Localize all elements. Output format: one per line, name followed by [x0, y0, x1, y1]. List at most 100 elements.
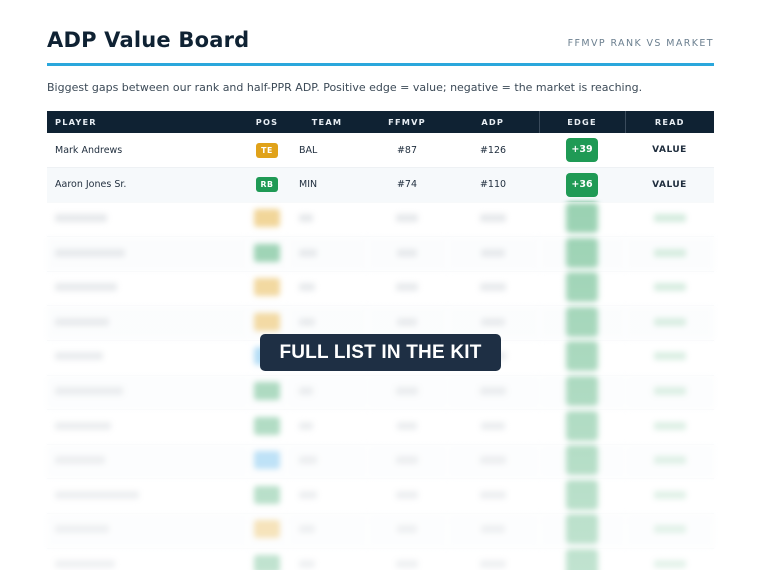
blurred-ffmvp [367, 236, 447, 272]
board-description: Biggest gaps between our rank and half-P… [47, 81, 643, 94]
blurred-player [47, 478, 247, 515]
column-header-read: READ [625, 111, 714, 133]
blurred-ffmvp [367, 271, 447, 307]
blurred-edge [539, 478, 625, 515]
read-label: VALUE [625, 167, 714, 203]
blurred-row [47, 548, 714, 570]
blurred-team [287, 513, 367, 549]
blurred-row [47, 271, 714, 307]
blurred-ffmvp [367, 375, 447, 411]
blurred-adp [447, 202, 539, 238]
blurred-edge [539, 444, 625, 480]
pos-badge: TE [256, 142, 278, 158]
blurred-pos [247, 375, 287, 411]
blurred-player [47, 305, 247, 342]
blurred-player [47, 340, 247, 376]
blurred-player [47, 236, 247, 272]
blurred-ffmvp [367, 444, 447, 480]
edge-cell: +36 [539, 167, 625, 203]
blurred-read [625, 202, 714, 238]
column-header-team: TEAM [287, 111, 367, 133]
player-name: Aaron Jones Sr. [47, 167, 247, 203]
blurred-pos [247, 236, 287, 272]
blurred-player [47, 375, 247, 411]
blurred-ffmvp [367, 548, 447, 570]
read-label: VALUE [625, 133, 714, 169]
blurred-ffmvp [367, 202, 447, 238]
table-row: Mark Andrews TE BAL #87 #126 +39 VALUE [47, 133, 714, 169]
team-cell: BAL [287, 133, 367, 169]
column-header-player: PLAYER [47, 111, 247, 133]
blurred-player [47, 444, 247, 480]
blurred-edge [539, 513, 625, 549]
page-subtitle: FFMVP RANK VS MARKET [567, 38, 714, 49]
blurred-player [47, 202, 247, 238]
edge-cell: +39 [539, 133, 625, 169]
team-cell: MIN [287, 167, 367, 203]
blurred-player [47, 409, 247, 445]
blurred-adp [447, 409, 539, 445]
blurred-pos [247, 478, 287, 515]
blurred-team [287, 271, 367, 307]
blurred-team [287, 236, 367, 272]
blurred-pos [247, 271, 287, 307]
blurred-read [625, 478, 714, 515]
blurred-row [47, 444, 714, 480]
blurred-player [47, 271, 247, 307]
blurred-team [287, 444, 367, 480]
blurred-pos [247, 444, 287, 480]
blurred-edge [539, 548, 625, 570]
blurred-read [625, 305, 714, 342]
blurred-read [625, 271, 714, 307]
blurred-edge [539, 375, 625, 411]
blurred-player [47, 513, 247, 549]
blurred-team [287, 548, 367, 570]
blurred-adp [447, 478, 539, 515]
full-list-cta-button[interactable]: FULL LIST IN THE KIT [260, 334, 501, 371]
blurred-team [287, 409, 367, 445]
blurred-row [47, 375, 714, 411]
column-header-ffmvp: FFMVP [367, 111, 447, 133]
blurred-read [625, 513, 714, 549]
blurred-read [625, 548, 714, 570]
column-header-pos: POS [247, 111, 287, 133]
blurred-team [287, 375, 367, 411]
player-name: Mark Andrews [47, 133, 247, 169]
page-title: ADP Value Board [47, 28, 250, 52]
blurred-pos [247, 548, 287, 570]
blurred-adp [447, 444, 539, 480]
table-row: Aaron Jones Sr. RB MIN #74 #110 +36 VALU… [47, 167, 714, 203]
column-header-edge: EDGE [538, 111, 626, 133]
blurred-row [47, 236, 714, 272]
blurred-read [625, 375, 714, 411]
blurred-ffmvp [367, 478, 447, 515]
blurred-edge [539, 305, 625, 342]
blurred-edge [539, 271, 625, 307]
blurred-row [47, 513, 714, 549]
blurred-ffmvp [367, 409, 447, 445]
blurred-team [287, 202, 367, 238]
blurred-read [625, 340, 714, 376]
blurred-adp [447, 375, 539, 411]
blurred-read [625, 444, 714, 480]
blurred-edge [539, 340, 625, 376]
blurred-read [625, 409, 714, 445]
adp-rank: #126 [447, 133, 539, 169]
blurred-pos [247, 513, 287, 549]
blurred-pos [247, 409, 287, 445]
adp-rank: #110 [447, 167, 539, 203]
blurred-team [287, 478, 367, 515]
edge-badge: +36 [566, 172, 598, 197]
pos-badge: RB [256, 177, 278, 193]
blurred-pos [247, 202, 287, 238]
blurred-row [47, 478, 714, 515]
blurred-row [47, 409, 714, 445]
ffmvp-rank: #74 [367, 167, 447, 203]
ffmvp-rank: #87 [367, 133, 447, 169]
blurred-ffmvp [367, 513, 447, 549]
blurred-player [47, 548, 247, 570]
column-header-adp: ADP [447, 111, 539, 133]
blurred-read [625, 236, 714, 272]
blurred-adp [447, 513, 539, 549]
blurred-edge [539, 236, 625, 272]
